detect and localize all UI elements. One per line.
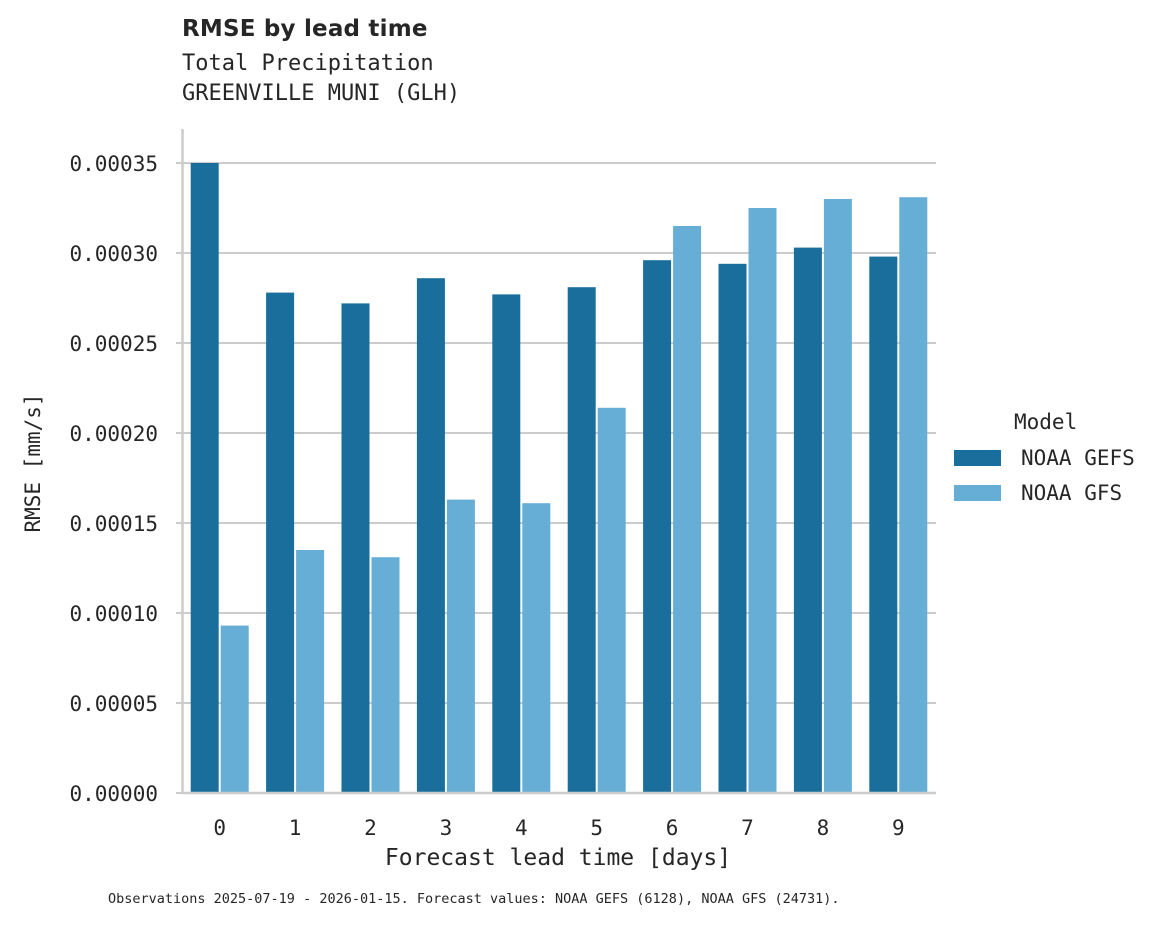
legend-item-gefs: NOAA GEFS [952, 440, 1135, 475]
bar-noaa-gefs-4 [492, 294, 521, 793]
bar-noaa-gfs-1 [296, 550, 325, 793]
footnote: Observations 2025-07-19 - 2026-01-15. Fo… [108, 891, 840, 907]
bar-noaa-gefs-1 [266, 292, 295, 793]
y-tick-label: 0.00010 [69, 602, 158, 626]
x-axis-label: Forecast lead time [days] [384, 845, 732, 871]
x-tick-label: 2 [364, 816, 377, 840]
y-tick-label: 0.00000 [69, 782, 158, 806]
legend-label: NOAA GFS [1021, 480, 1123, 505]
legend-swatch-gfs [954, 484, 1001, 501]
x-axis-ticks: 0 1 2 3 4 5 6 7 8 9 [213, 816, 904, 840]
y-axis-label: RMSE [mm/s] [21, 393, 45, 533]
y-tick-label: 0.00020 [69, 422, 158, 446]
y-tick-label: 0.00005 [69, 692, 158, 716]
bar-noaa-gefs-9 [869, 256, 898, 794]
x-tick-label: 3 [440, 816, 453, 840]
bar-noaa-gefs-2 [341, 303, 370, 793]
bar-noaa-gefs-0 [190, 163, 219, 793]
legend-label: NOAA GEFS [1021, 445, 1135, 470]
bar-noaa-gefs-7 [718, 263, 747, 793]
x-tick-label: 7 [741, 816, 754, 840]
y-axis-ticks: 0.00000 0.00005 0.00010 0.00015 0.00020 0.000… [69, 152, 158, 806]
x-tick-label: 1 [289, 816, 302, 840]
chart-subtitle-variable: Total Precipitation [182, 51, 434, 76]
x-tick-label: 6 [666, 816, 679, 840]
chart-subtitle-station: GREENVILLE MUNI (GLH) [182, 81, 461, 106]
bar-noaa-gfs-0 [220, 625, 249, 793]
y-tick-label: 0.00025 [69, 332, 158, 356]
bar-noaa-gfs-9 [899, 197, 928, 793]
legend-item-gfs: NOAA GFS [952, 475, 1135, 510]
bar-noaa-gefs-3 [416, 278, 445, 793]
chart-title: RMSE by lead time [182, 16, 428, 42]
x-tick-label: 8 [817, 816, 830, 840]
bar-noaa-gfs-5 [597, 407, 626, 793]
legend: Model NOAA GEFS NOAA GFS [952, 410, 1135, 510]
bar-noaa-gfs-7 [748, 208, 777, 793]
bar-noaa-gfs-6 [673, 226, 702, 793]
x-tick-label: 5 [590, 816, 603, 840]
bar-noaa-gefs-6 [643, 260, 672, 793]
legend-title: Model [1014, 410, 1078, 434]
bar-noaa-gfs-4 [522, 503, 551, 793]
bar-noaa-gefs-5 [567, 287, 596, 793]
bar-noaa-gfs-3 [446, 499, 475, 793]
y-tick-label: 0.00035 [69, 152, 158, 176]
legend-swatch-gefs [954, 449, 1001, 466]
bar-noaa-gefs-8 [793, 247, 822, 794]
y-tick-label: 0.00030 [69, 242, 158, 266]
y-tick-label: 0.00015 [69, 512, 158, 536]
x-tick-label: 0 [213, 816, 226, 840]
bar-noaa-gfs-8 [823, 199, 852, 793]
bar-noaa-gfs-2 [371, 557, 400, 793]
bars [190, 163, 928, 794]
x-tick-label: 4 [515, 816, 528, 840]
x-tick-label: 9 [892, 816, 905, 840]
